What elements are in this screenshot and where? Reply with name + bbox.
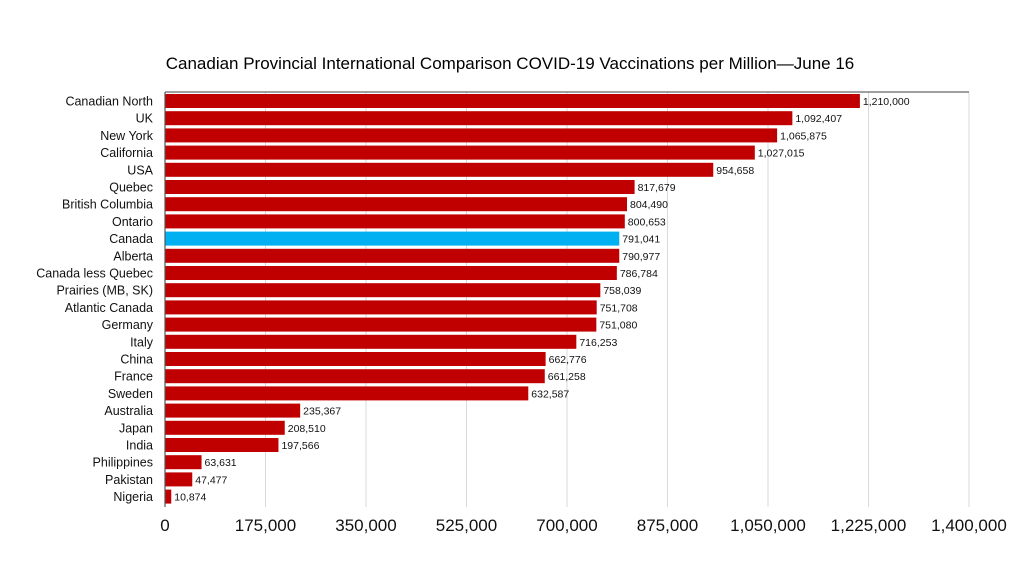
value-label: 1,065,875 bbox=[780, 130, 827, 142]
value-label: 804,490 bbox=[630, 199, 668, 211]
value-label: 716,253 bbox=[579, 337, 617, 349]
value-label: 817,679 bbox=[638, 182, 676, 194]
value-label: 1,027,015 bbox=[758, 148, 805, 160]
category-label: Alberta bbox=[113, 249, 153, 263]
bar-usa bbox=[165, 162, 714, 177]
value-label: 751,080 bbox=[599, 320, 637, 332]
category-label: Quebec bbox=[109, 181, 153, 195]
category-label: USA bbox=[127, 163, 153, 177]
bar-philippines bbox=[165, 455, 202, 470]
value-label: 632,587 bbox=[531, 388, 569, 400]
bar-canada-less-quebec bbox=[165, 266, 617, 280]
x-tick-label: 350,000 bbox=[335, 516, 396, 535]
value-label: 786,784 bbox=[620, 268, 658, 280]
bar-ontario bbox=[165, 214, 625, 229]
bar-australia bbox=[165, 403, 301, 418]
value-label: 197,566 bbox=[281, 440, 319, 452]
value-label: 662,776 bbox=[549, 354, 587, 366]
gridlines bbox=[265, 92, 970, 507]
value-label: 954,658 bbox=[716, 165, 754, 177]
x-tick-label: 175,000 bbox=[235, 516, 296, 535]
bar-alberta bbox=[165, 248, 620, 263]
bar-new-york bbox=[165, 128, 778, 143]
x-tick-label: 1,050,000 bbox=[730, 516, 806, 535]
value-label: 790,977 bbox=[622, 251, 660, 263]
x-axis-tick-labels: 0 175,000 350,000 525,000 700,000 875,000 1,05… bbox=[160, 516, 1007, 535]
category-label: Japan bbox=[119, 421, 153, 435]
value-label: 661,258 bbox=[548, 371, 586, 383]
bar-atlantic-canada bbox=[165, 300, 597, 315]
value-label: 791,041 bbox=[622, 234, 660, 246]
x-tick-label: 525,000 bbox=[436, 516, 497, 535]
category-labels: Canadian North UK New York California USA Que… bbox=[36, 95, 153, 505]
category-label: Ontario bbox=[112, 215, 153, 229]
bar-uk bbox=[165, 111, 793, 126]
category-label: Canada less Quebec bbox=[36, 267, 153, 281]
bar-canadian-north bbox=[165, 94, 860, 108]
x-tick-label: 1,225,000 bbox=[831, 516, 907, 535]
bar-france bbox=[165, 369, 545, 384]
bar-british-columbia bbox=[165, 197, 628, 212]
category-label: New York bbox=[100, 129, 154, 143]
bar-germany bbox=[165, 317, 597, 332]
value-label: 751,708 bbox=[600, 302, 638, 314]
value-label: 47,477 bbox=[195, 474, 227, 486]
category-label: China bbox=[120, 353, 153, 367]
category-label: Sweden bbox=[108, 387, 153, 401]
bar-pakistan bbox=[165, 472, 193, 487]
category-label: Canada bbox=[109, 232, 153, 246]
category-label: France bbox=[114, 370, 153, 384]
value-label: 1,092,407 bbox=[795, 113, 842, 125]
category-label: Italy bbox=[130, 335, 154, 349]
category-label: Australia bbox=[104, 404, 153, 418]
category-label: Philippines bbox=[93, 456, 153, 470]
bar-italy bbox=[165, 334, 577, 349]
category-label: British Columbia bbox=[62, 198, 153, 212]
category-label: Germany bbox=[102, 318, 154, 332]
value-label: 1,210,000 bbox=[863, 96, 910, 108]
category-label: Canadian North bbox=[65, 95, 153, 109]
category-label: Nigeria bbox=[113, 490, 153, 504]
value-label: 208,510 bbox=[288, 423, 326, 435]
bar-japan bbox=[165, 420, 285, 435]
x-tick-label: 0 bbox=[160, 516, 169, 535]
x-tick-label: 1,400,000 bbox=[931, 516, 1007, 535]
category-label: Pakistan bbox=[105, 473, 153, 487]
category-label: Atlantic Canada bbox=[65, 301, 153, 315]
bar-china bbox=[165, 352, 546, 366]
bar-prairies-mb-sk bbox=[165, 283, 601, 298]
category-label: UK bbox=[136, 112, 154, 126]
bars bbox=[165, 94, 860, 504]
bar-nigeria bbox=[165, 489, 172, 504]
category-label: Prairies (MB, SK) bbox=[56, 284, 153, 298]
bar-sweden bbox=[165, 386, 529, 401]
chart-title: Canadian Provincial International Compar… bbox=[166, 54, 855, 73]
value-label: 10,874 bbox=[174, 492, 206, 504]
x-tick-label: 875,000 bbox=[637, 516, 698, 535]
value-labels: 1,210,000 1,092,407 1,065,875 1,027,015 954,… bbox=[174, 96, 910, 504]
bar-california bbox=[165, 145, 755, 160]
value-label: 63,631 bbox=[205, 457, 237, 469]
value-label: 758,039 bbox=[603, 285, 641, 297]
bar-india bbox=[165, 438, 279, 452]
value-label: 235,367 bbox=[303, 406, 341, 418]
bar-canada bbox=[165, 231, 620, 246]
x-tick-label: 700,000 bbox=[536, 516, 597, 535]
bar-quebec bbox=[165, 180, 635, 194]
value-label: 800,653 bbox=[628, 216, 666, 228]
category-label: India bbox=[126, 439, 153, 453]
category-label: California bbox=[100, 146, 153, 160]
